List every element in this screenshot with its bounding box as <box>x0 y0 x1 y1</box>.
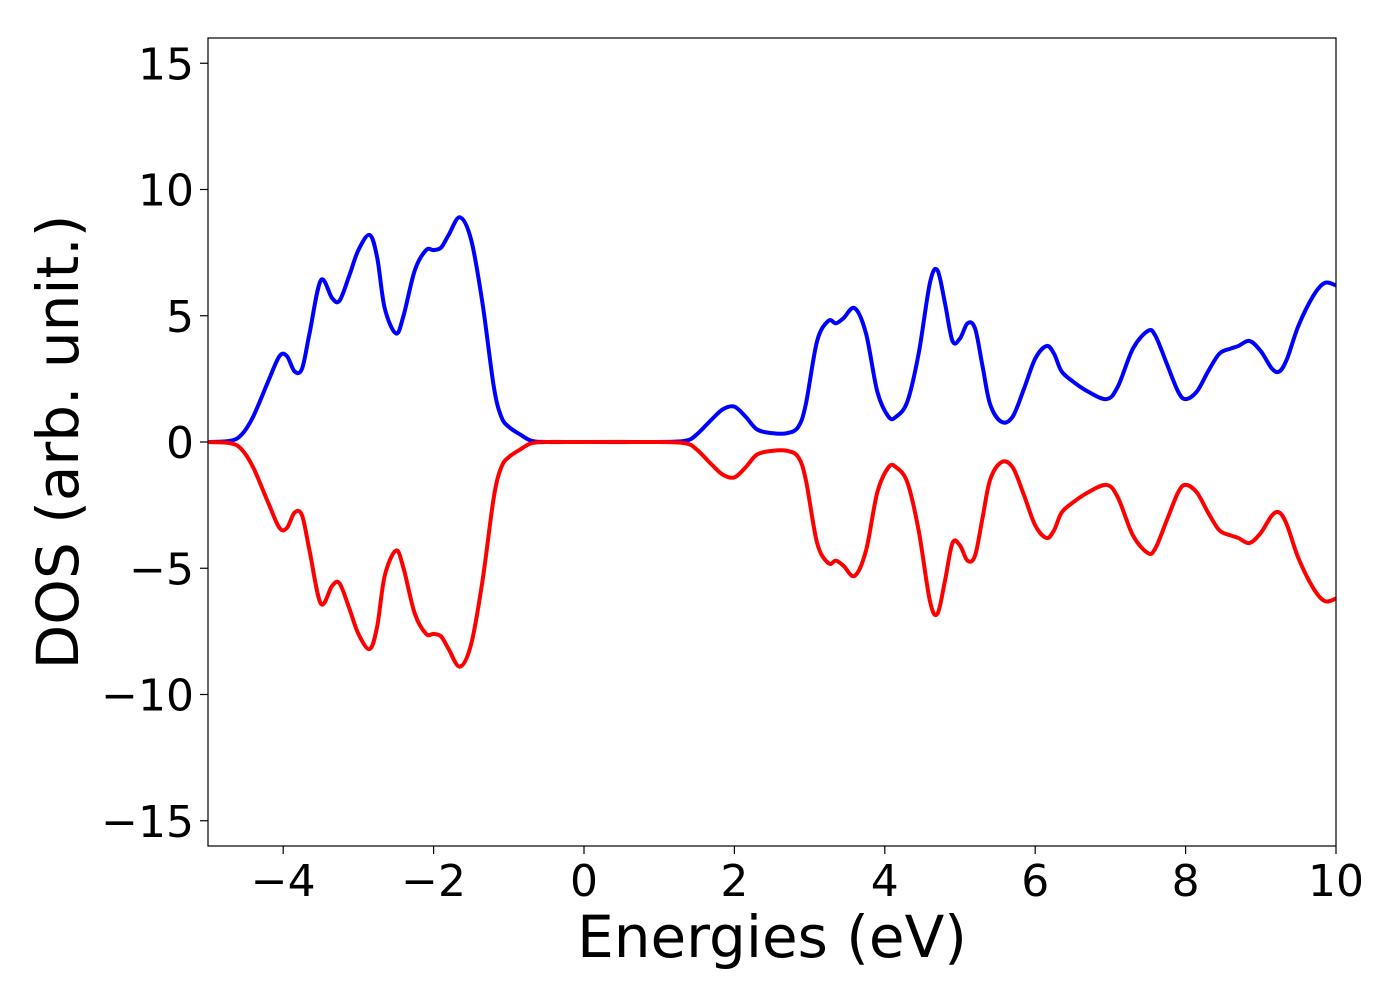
y-tick-label: 10 <box>138 166 194 217</box>
dos-series-line-blue <box>207 215 1337 445</box>
y-axis-label: DOS (arb. unit.) <box>24 215 92 670</box>
x-tick-label: 8 <box>1172 856 1200 907</box>
x-tick-label: 10 <box>1308 856 1364 907</box>
tick-layer: −4 −2 0 2 4 6 8 10 −15 −10 −5 0 5 10 15 <box>101 39 1364 907</box>
x-tick-label: −2 <box>401 856 466 907</box>
y-tick-label: −15 <box>101 797 194 848</box>
x-tick-label: 4 <box>871 856 899 907</box>
y-tick-label: −5 <box>129 544 194 595</box>
dos-series-line-red <box>207 439 1337 669</box>
x-tick-label: 2 <box>720 856 748 907</box>
x-axis-label: Energies (eV) <box>577 903 967 971</box>
y-tick-label: 15 <box>138 39 194 90</box>
y-tick-label: 5 <box>166 292 194 343</box>
series-layer <box>207 215 1337 669</box>
x-tick-label: 6 <box>1021 856 1049 907</box>
y-tick-label: 0 <box>166 418 194 469</box>
x-tick-label: −4 <box>251 856 316 907</box>
y-tick-label: −10 <box>101 671 194 722</box>
x-tick-label: 0 <box>570 856 598 907</box>
